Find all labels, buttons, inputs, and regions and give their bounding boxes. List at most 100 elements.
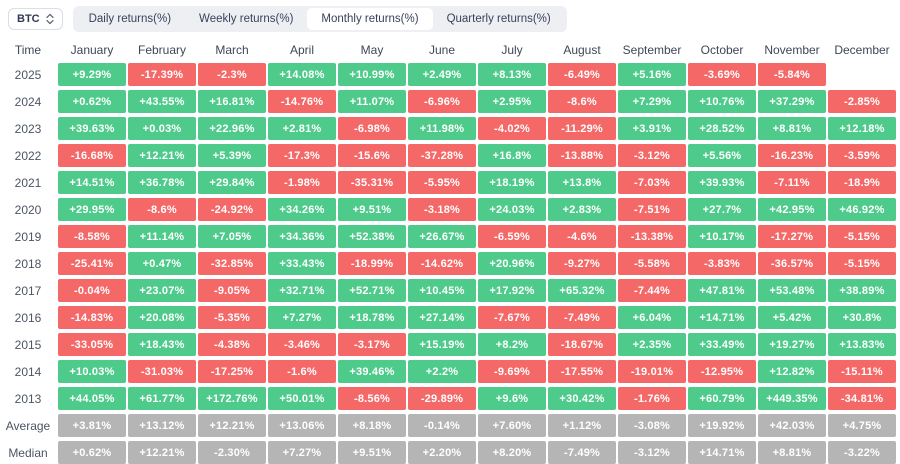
return-cell: +33.43% — [268, 252, 336, 275]
return-cell: -5.84% — [758, 63, 826, 86]
topbar: BTC Daily returns(%) Weekly returns(%) Mon… — [0, 0, 900, 33]
return-cell: +449.35% — [758, 387, 826, 410]
return-cell: +26.67% — [408, 225, 476, 248]
return-cell: +8.18% — [338, 414, 406, 437]
row-label: 2021 — [14, 175, 42, 190]
return-cell: -17.25% — [198, 360, 266, 383]
return-cell: +52.71% — [338, 279, 406, 302]
return-cell: -7.03% — [618, 171, 686, 194]
return-cell: +3.91% — [618, 117, 686, 140]
return-cell: -37.28% — [408, 144, 476, 167]
return-cell: +7.60% — [478, 414, 546, 437]
return-cell: +10.76% — [688, 90, 756, 113]
return-cell: +34.26% — [268, 198, 336, 221]
row-label: 2015 — [14, 337, 42, 352]
return-cell: +12.21% — [128, 441, 196, 464]
return-cell: +43.55% — [128, 90, 196, 113]
return-cell: +2.49% — [408, 63, 476, 86]
return-cell: +11.14% — [128, 225, 196, 248]
return-cell: +12.18% — [828, 117, 896, 140]
tab-daily[interactable]: Daily returns(%) — [75, 8, 185, 31]
return-cell: -8.58% — [58, 225, 126, 248]
return-cell: -4.6% — [548, 225, 616, 248]
return-cell: -5.35% — [198, 306, 266, 329]
return-cell: -14.62% — [408, 252, 476, 275]
row-label: 2017 — [14, 283, 42, 298]
return-cell: +5.56% — [688, 144, 756, 167]
return-cell: +13.83% — [828, 333, 896, 356]
column-header: July — [501, 43, 523, 57]
return-cell: +5.39% — [198, 144, 266, 167]
return-cell: +42.95% — [758, 198, 826, 221]
column-header: February — [137, 43, 187, 57]
return-cell: -2.30% — [198, 441, 266, 464]
return-cell: +13.12% — [128, 414, 196, 437]
return-cell: +30.8% — [828, 306, 896, 329]
return-cell: -3.17% — [338, 333, 406, 356]
return-cell: -11.29% — [548, 117, 616, 140]
return-cell: -6.59% — [478, 225, 546, 248]
row-label: 2020 — [14, 202, 42, 217]
return-cell: -9.69% — [478, 360, 546, 383]
return-cell: -3.18% — [408, 198, 476, 221]
row-label: Average — [5, 418, 51, 433]
return-cell: -0.04% — [58, 279, 126, 302]
column-header: Time — [14, 43, 42, 57]
return-cell: +29.84% — [198, 171, 266, 194]
return-cell: +2.81% — [268, 117, 336, 140]
column-header: September — [622, 43, 682, 57]
row-label: Median — [8, 445, 48, 460]
return-cell: -9.27% — [548, 252, 616, 275]
return-cell: +12.21% — [128, 144, 196, 167]
return-cell: -1.6% — [268, 360, 336, 383]
tab-weekly[interactable]: Weekly returns(%) — [185, 8, 307, 31]
return-cell: -35.31% — [338, 171, 406, 194]
return-cell: +14.08% — [268, 63, 336, 86]
column-header: October — [700, 43, 744, 57]
return-cell: +15.19% — [408, 333, 476, 356]
return-cell: +5.16% — [618, 63, 686, 86]
return-cell: +39.93% — [688, 171, 756, 194]
returns-tabbar: Daily returns(%) Weekly returns(%) Monthly… — [72, 5, 567, 33]
return-cell: +38.89% — [828, 279, 896, 302]
return-cell: -6.96% — [408, 90, 476, 113]
return-cell: +0.62% — [58, 90, 126, 113]
return-cell: +60.79% — [688, 387, 756, 410]
return-cell: +17.92% — [478, 279, 546, 302]
return-cell: +20.08% — [128, 306, 196, 329]
return-cell: -33.05% — [58, 333, 126, 356]
return-cell: -2.3% — [198, 63, 266, 86]
return-cell: +46.92% — [828, 198, 896, 221]
row-label: 2022 — [14, 148, 42, 163]
return-cell: +22.96% — [198, 117, 266, 140]
return-cell: -4.38% — [198, 333, 266, 356]
return-cell: +16.81% — [198, 90, 266, 113]
return-cell: -3.12% — [618, 144, 686, 167]
column-header: January — [70, 43, 114, 57]
row-label: 2019 — [14, 229, 42, 244]
return-cell: +32.71% — [268, 279, 336, 302]
return-cell: +0.03% — [128, 117, 196, 140]
returns-table: Time January February March April May June July… — [0, 33, 900, 464]
return-cell: +10.17% — [688, 225, 756, 248]
tab-monthly[interactable]: Monthly returns(%) — [307, 7, 433, 31]
row-label: 2024 — [14, 94, 42, 109]
return-cell: -12.95% — [688, 360, 756, 383]
return-cell: +7.05% — [198, 225, 266, 248]
return-cell: +27.14% — [408, 306, 476, 329]
return-cell: +10.99% — [338, 63, 406, 86]
coin-selector[interactable]: BTC — [8, 8, 63, 30]
return-cell: +3.81% — [58, 414, 126, 437]
return-cell: +7.27% — [268, 441, 336, 464]
tab-quarterly[interactable]: Quarterly returns(%) — [433, 8, 565, 31]
return-cell: -8.6% — [128, 198, 196, 221]
coin-selector-label: BTC — [17, 12, 40, 25]
return-cell: +10.03% — [58, 360, 126, 383]
return-cell: +10.45% — [408, 279, 476, 302]
return-cell: -8.6% — [548, 90, 616, 113]
return-cell: -24.92% — [198, 198, 266, 221]
return-cell: -32.85% — [198, 252, 266, 275]
row-label: 2018 — [14, 256, 42, 271]
return-cell: +8.81% — [758, 117, 826, 140]
